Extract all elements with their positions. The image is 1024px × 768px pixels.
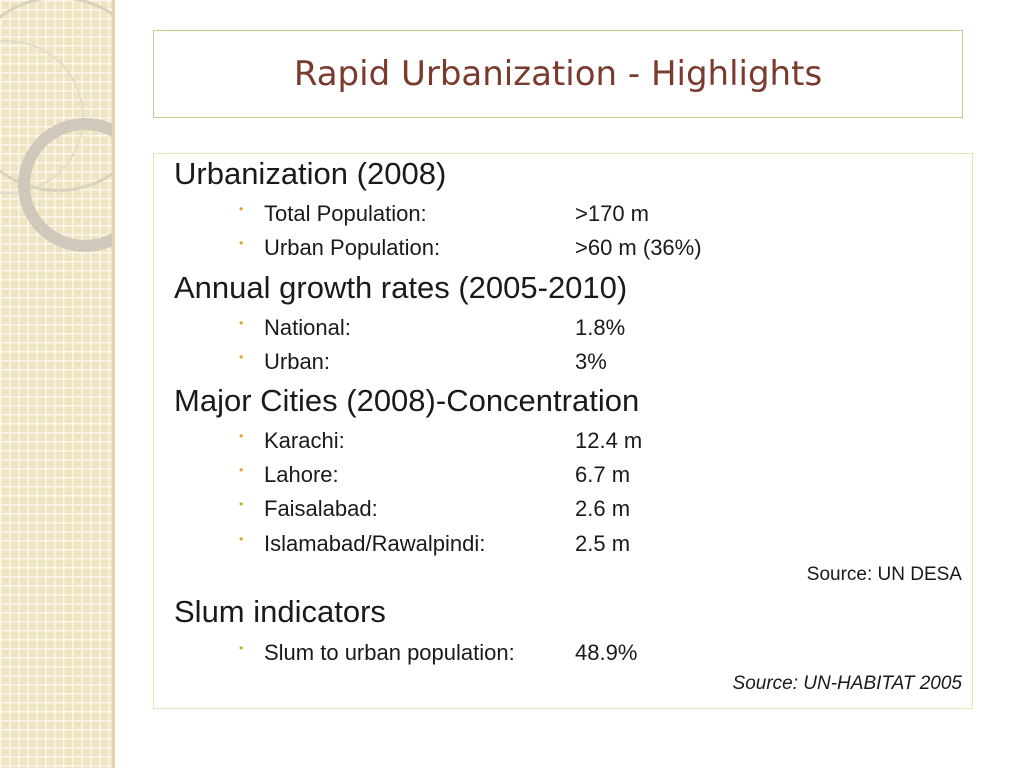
decorative-side-strip [0,0,114,768]
item-value: 6.7 m [575,462,631,487]
item-value: 2.5 m [575,531,631,556]
item-label: Lahore: [264,462,339,487]
side-strip-edge [112,0,115,768]
bullet-dot-icon: • [239,202,244,216]
source-note: Source: UN-HABITAT 2005 [732,673,962,694]
slide-title: Rapid Urbanization - Highlights [293,54,823,94]
item-value: 12.4 m [575,428,643,453]
item-value: >170 m [575,201,649,226]
bullet-dot-icon: • [239,236,244,250]
item-value: 3% [575,349,607,374]
section-heading-major-cities: Major Cities (2008)-Concentration [174,383,640,418]
title-box: Rapid Urbanization - Highlights [153,30,963,118]
item-label: Islamabad/Rawalpindi: [264,531,486,556]
item-label: Urban Population: [264,235,441,260]
bullet-dot-icon: • [239,463,244,477]
item-label: National: [264,315,351,340]
item-value: 1.8% [575,315,626,340]
bullet-dot-icon: • [239,497,244,511]
item-value: 48.9% [575,640,638,665]
bullet-dot-icon: • [239,316,244,330]
item-value: >60 m (36%) [575,235,702,260]
bullet-dot-icon: • [239,429,244,443]
item-label: Faisalabad: [264,496,378,521]
item-value: 2.6 m [575,496,631,521]
bullet-dot-icon: • [239,532,244,546]
section-heading-growth-rates: Annual growth rates (2005-2010) [174,270,628,305]
item-label: Total Population: [264,201,427,226]
section-heading-urbanization: Urbanization (2008) [174,156,447,191]
item-label: Karachi: [264,428,345,453]
section-heading-slum-indicators: Slum indicators [174,594,386,629]
bullet-dot-icon: • [239,641,244,655]
item-label: Slum to urban population: [264,640,515,665]
source-note: Source: UN DESA [806,564,962,585]
content-box: Urbanization (2008) • Total Population: … [153,153,973,709]
bullet-dot-icon: • [239,350,244,364]
item-label: Urban: [264,349,331,374]
